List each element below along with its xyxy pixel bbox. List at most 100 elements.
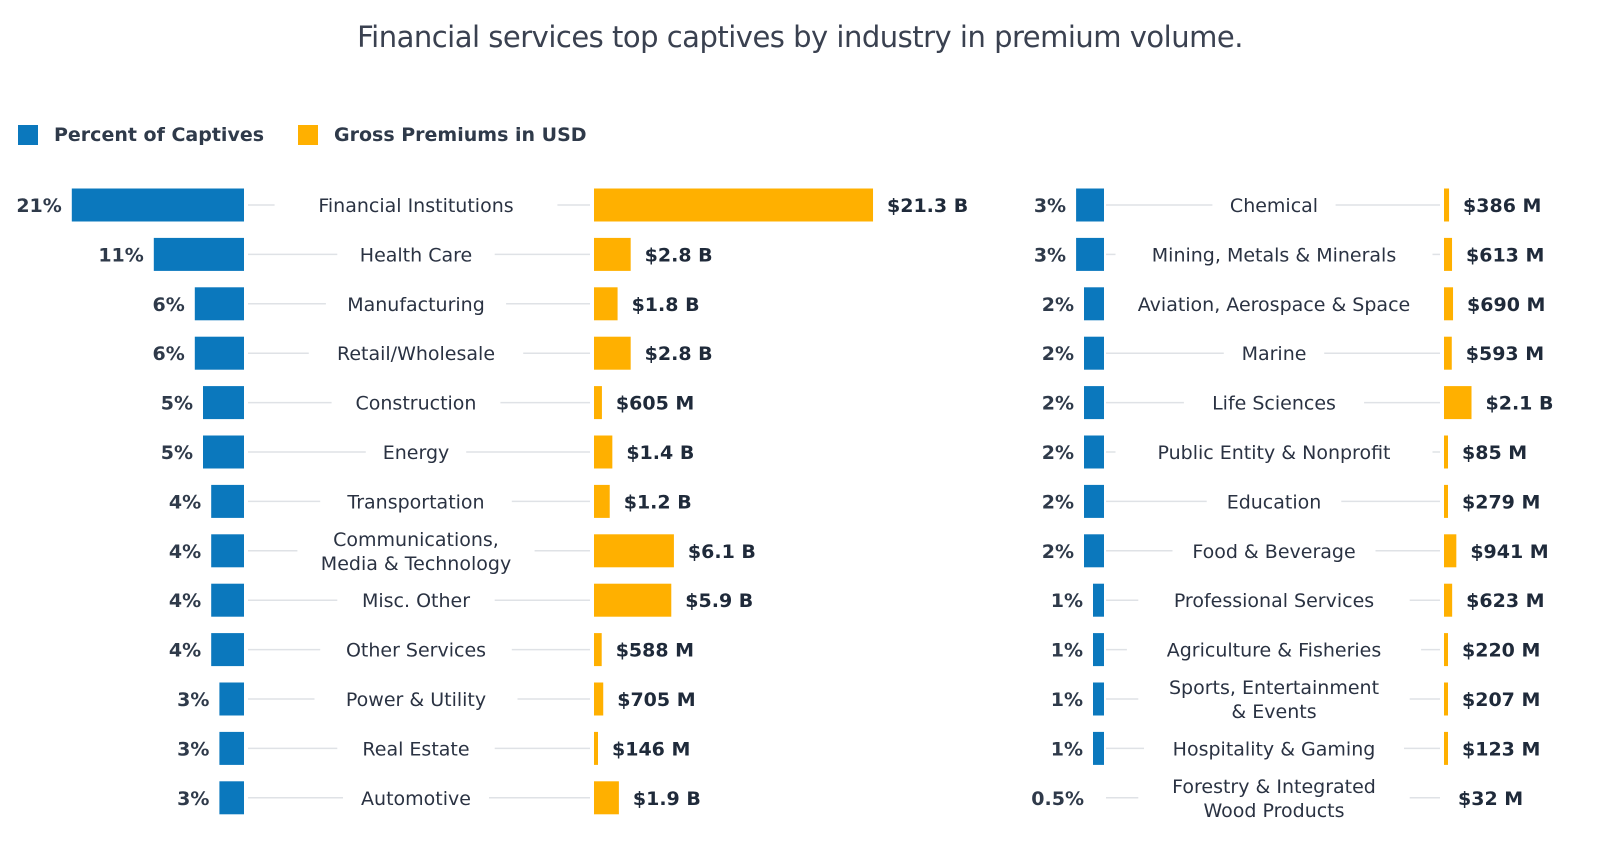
category-label-6: Transportation xyxy=(346,491,484,513)
category-label-7-line2: Media & Technology xyxy=(321,553,511,575)
percent-label-12: 3% xyxy=(177,788,209,810)
percent-label-22: 1% xyxy=(1051,640,1083,662)
category-label-13: Chemical xyxy=(1230,195,1318,217)
premium-label-12: $1.9 B xyxy=(633,788,701,810)
premium-bar-0 xyxy=(594,188,874,222)
premium-bar-23 xyxy=(1444,682,1448,716)
premium-label-1: $2.8 B xyxy=(645,244,713,266)
percent-bar-6 xyxy=(211,484,244,518)
percent-label-24: 1% xyxy=(1051,738,1083,760)
premium-label-16: $593 M xyxy=(1466,343,1544,365)
legend-label-percent: Percent of Captives xyxy=(54,124,265,146)
legend-item-percent: Percent of Captives xyxy=(18,124,264,146)
premium-label-0: $21.3 B xyxy=(887,195,968,217)
premium-bar-14 xyxy=(1444,237,1453,271)
premium-label-21: $623 M xyxy=(1466,590,1544,612)
premium-bar-9 xyxy=(594,633,602,667)
category-label-0: Financial Institutions xyxy=(318,195,513,217)
premium-bar-12 xyxy=(594,781,619,815)
percent-bar-15 xyxy=(1084,287,1104,321)
premium-bar-20 xyxy=(1444,534,1457,568)
percent-bar-16 xyxy=(1084,336,1104,370)
percent-label-16: 2% xyxy=(1042,343,1074,365)
percent-label-1: 11% xyxy=(98,244,143,266)
premium-bar-21 xyxy=(1444,583,1453,617)
percent-label-9: 4% xyxy=(169,640,201,662)
category-label-24: Hospitality & Gaming xyxy=(1173,738,1376,760)
premium-bar-16 xyxy=(1444,336,1452,370)
premium-label-15: $690 M xyxy=(1467,294,1545,316)
premium-bar-1 xyxy=(594,237,631,271)
premium-label-25: $32 M xyxy=(1458,788,1523,810)
premium-label-19: $279 M xyxy=(1462,491,1540,513)
percent-label-21: 1% xyxy=(1051,590,1083,612)
percent-bar-2 xyxy=(194,287,244,321)
percent-label-18: 2% xyxy=(1042,442,1074,464)
category-label-25-line2: Wood Products xyxy=(1203,800,1344,822)
premium-label-7: $6.1 B xyxy=(688,541,756,563)
premium-label-17: $2.1 B xyxy=(1486,393,1554,415)
percent-bar-24 xyxy=(1093,731,1104,765)
percent-bar-22 xyxy=(1093,633,1104,667)
percent-label-11: 3% xyxy=(177,738,209,760)
legend-swatch-percent xyxy=(18,125,38,145)
premium-label-8: $5.9 B xyxy=(685,590,753,612)
category-label-11: Real Estate xyxy=(362,738,469,760)
percent-label-20: 2% xyxy=(1042,541,1074,563)
percent-bar-18 xyxy=(1084,435,1104,469)
premium-bar-18 xyxy=(1444,435,1448,469)
percent-bar-19 xyxy=(1084,484,1104,518)
percent-bar-4 xyxy=(203,386,244,420)
premium-label-13: $386 M xyxy=(1463,195,1541,217)
premium-bar-4 xyxy=(594,386,602,420)
premium-bar-5 xyxy=(594,435,613,469)
percent-label-7: 4% xyxy=(169,541,201,563)
percent-label-13: 3% xyxy=(1034,195,1066,217)
premium-bar-13 xyxy=(1444,188,1450,222)
category-label-17: Life Sciences xyxy=(1212,393,1336,415)
premium-bar-19 xyxy=(1444,484,1448,518)
percent-bar-17 xyxy=(1084,386,1104,420)
percent-label-10: 3% xyxy=(177,689,209,711)
category-label-23-line2: & Events xyxy=(1231,701,1316,723)
percent-bar-20 xyxy=(1084,534,1104,568)
premium-bar-3 xyxy=(594,336,631,370)
percent-bar-12 xyxy=(219,781,244,815)
percent-bar-13 xyxy=(1076,188,1104,222)
premium-bar-24 xyxy=(1444,731,1448,765)
percent-bar-7 xyxy=(211,534,244,568)
percent-bar-8 xyxy=(211,583,244,617)
category-label-4: Construction xyxy=(356,393,477,415)
category-label-15: Aviation, Aerospace & Space xyxy=(1138,294,1410,316)
category-label-14: Mining, Metals & Minerals xyxy=(1152,244,1396,266)
premium-label-5: $1.4 B xyxy=(626,442,694,464)
premium-label-3: $2.8 B xyxy=(645,343,713,365)
percent-label-0: 21% xyxy=(16,195,61,217)
premium-label-2: $1.8 B xyxy=(632,294,700,316)
percent-label-3: 6% xyxy=(153,343,185,365)
premium-label-4: $605 M xyxy=(616,393,694,415)
premium-label-6: $1.2 B xyxy=(624,491,692,513)
chart-title: Financial services top captives by indus… xyxy=(357,20,1243,54)
category-label-12: Automotive xyxy=(361,788,471,810)
category-label-18: Public Entity & Nonprofit xyxy=(1157,442,1390,464)
premium-label-14: $613 M xyxy=(1466,244,1544,266)
premium-bar-7 xyxy=(594,534,674,568)
premium-label-20: $941 M xyxy=(1470,541,1548,563)
category-label-25-line1: Forestry & Integrated xyxy=(1172,776,1376,798)
category-label-5: Energy xyxy=(383,442,450,464)
category-label-3: Retail/Wholesale xyxy=(337,343,495,365)
category-label-20: Food & Beverage xyxy=(1192,541,1355,563)
premium-label-18: $85 M xyxy=(1462,442,1527,464)
premium-bar-10 xyxy=(594,682,604,716)
premium-bar-17 xyxy=(1444,386,1472,420)
premium-bar-6 xyxy=(594,484,610,518)
category-label-22: Agriculture & Fisheries xyxy=(1167,640,1382,662)
category-label-7-line1: Communications, xyxy=(333,529,499,551)
percent-bar-23 xyxy=(1093,682,1104,716)
premium-bar-15 xyxy=(1444,287,1454,321)
percent-label-5: 5% xyxy=(161,442,193,464)
category-label-10: Power & Utility xyxy=(346,689,486,711)
premium-label-24: $123 M xyxy=(1462,738,1540,760)
premium-bar-8 xyxy=(594,583,672,617)
